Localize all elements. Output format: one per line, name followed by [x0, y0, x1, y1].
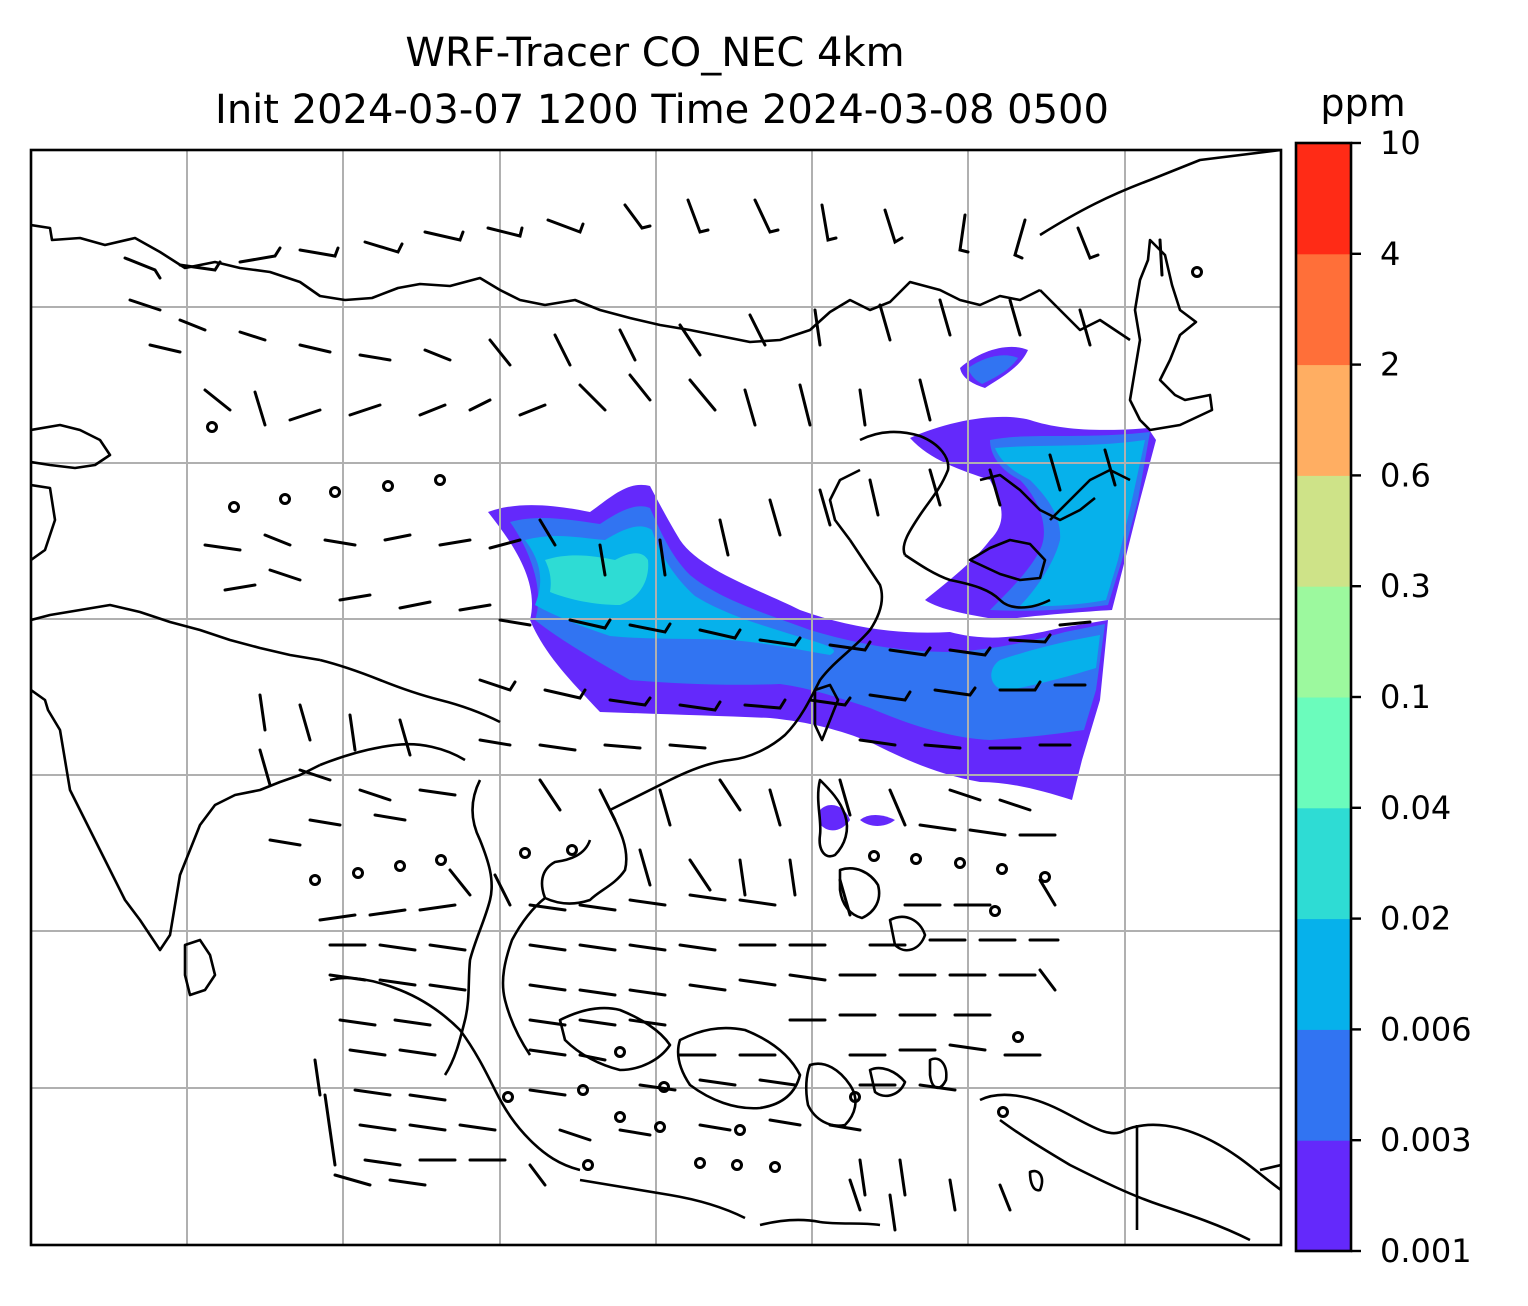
- colorbar-tick-label: 0.001: [1380, 1232, 1472, 1270]
- colorbar-tick-label: 0.3: [1380, 567, 1431, 605]
- plume-level-3: [545, 553, 649, 605]
- colorbar-segment: [1296, 475, 1351, 587]
- calm-circles: [206, 266, 1203, 1173]
- colorbar-segment: [1296, 143, 1351, 255]
- colorbar-tick-label: 0.006: [1380, 1010, 1472, 1048]
- colorbar-tick-label: 0.6: [1380, 456, 1431, 494]
- colorbar-tick-label: 10: [1380, 124, 1421, 162]
- colorbar-tick-label: 2: [1380, 346, 1400, 384]
- colorbar-segment: [1296, 1029, 1351, 1141]
- colorbar: [1296, 143, 1351, 1252]
- colorbar-segment: [1296, 364, 1351, 476]
- colorbar-tick-label: 0.003: [1380, 1121, 1472, 1159]
- colorbar-tick-label: 0.04: [1380, 789, 1451, 827]
- map-title-line1: WRF-Tracer CO_NEC 4km: [405, 30, 904, 76]
- colorbar-segment: [1296, 918, 1351, 1030]
- colorbar-tick-label: 4: [1380, 235, 1400, 273]
- colorbar-segment: [1296, 807, 1351, 920]
- plume-level-1-north: [968, 355, 1018, 384]
- colorbar-tick-label: 0.1: [1380, 678, 1431, 716]
- colorbar-segment: [1296, 1140, 1351, 1252]
- plume-level-2-band: [991, 635, 1100, 691]
- map-title-line2: Init 2024-03-07 1200 Time 2024-03-08 050…: [215, 87, 1109, 133]
- colorbar-unit: ppm: [1320, 81, 1405, 125]
- map-panel: [31, 150, 1281, 1245]
- plume-level-2-ne: [995, 440, 1145, 607]
- map-frame: [29, 148, 1283, 1247]
- colorbar-ticks: 0.001 0.003 0.006 0.02 0.04 0.1 0.3 0.6 2 4 10: [1351, 124, 1472, 1270]
- gridlines: [31, 150, 1281, 1245]
- plume-level-0-island2: [860, 815, 895, 826]
- wind-barbs: [123, 198, 1164, 1232]
- colorbar-segment: [1296, 586, 1351, 698]
- colorbar-segment: [1296, 253, 1351, 366]
- colorbar-tick-label: 0.02: [1380, 900, 1451, 938]
- colorbar-segment: [1296, 697, 1351, 809]
